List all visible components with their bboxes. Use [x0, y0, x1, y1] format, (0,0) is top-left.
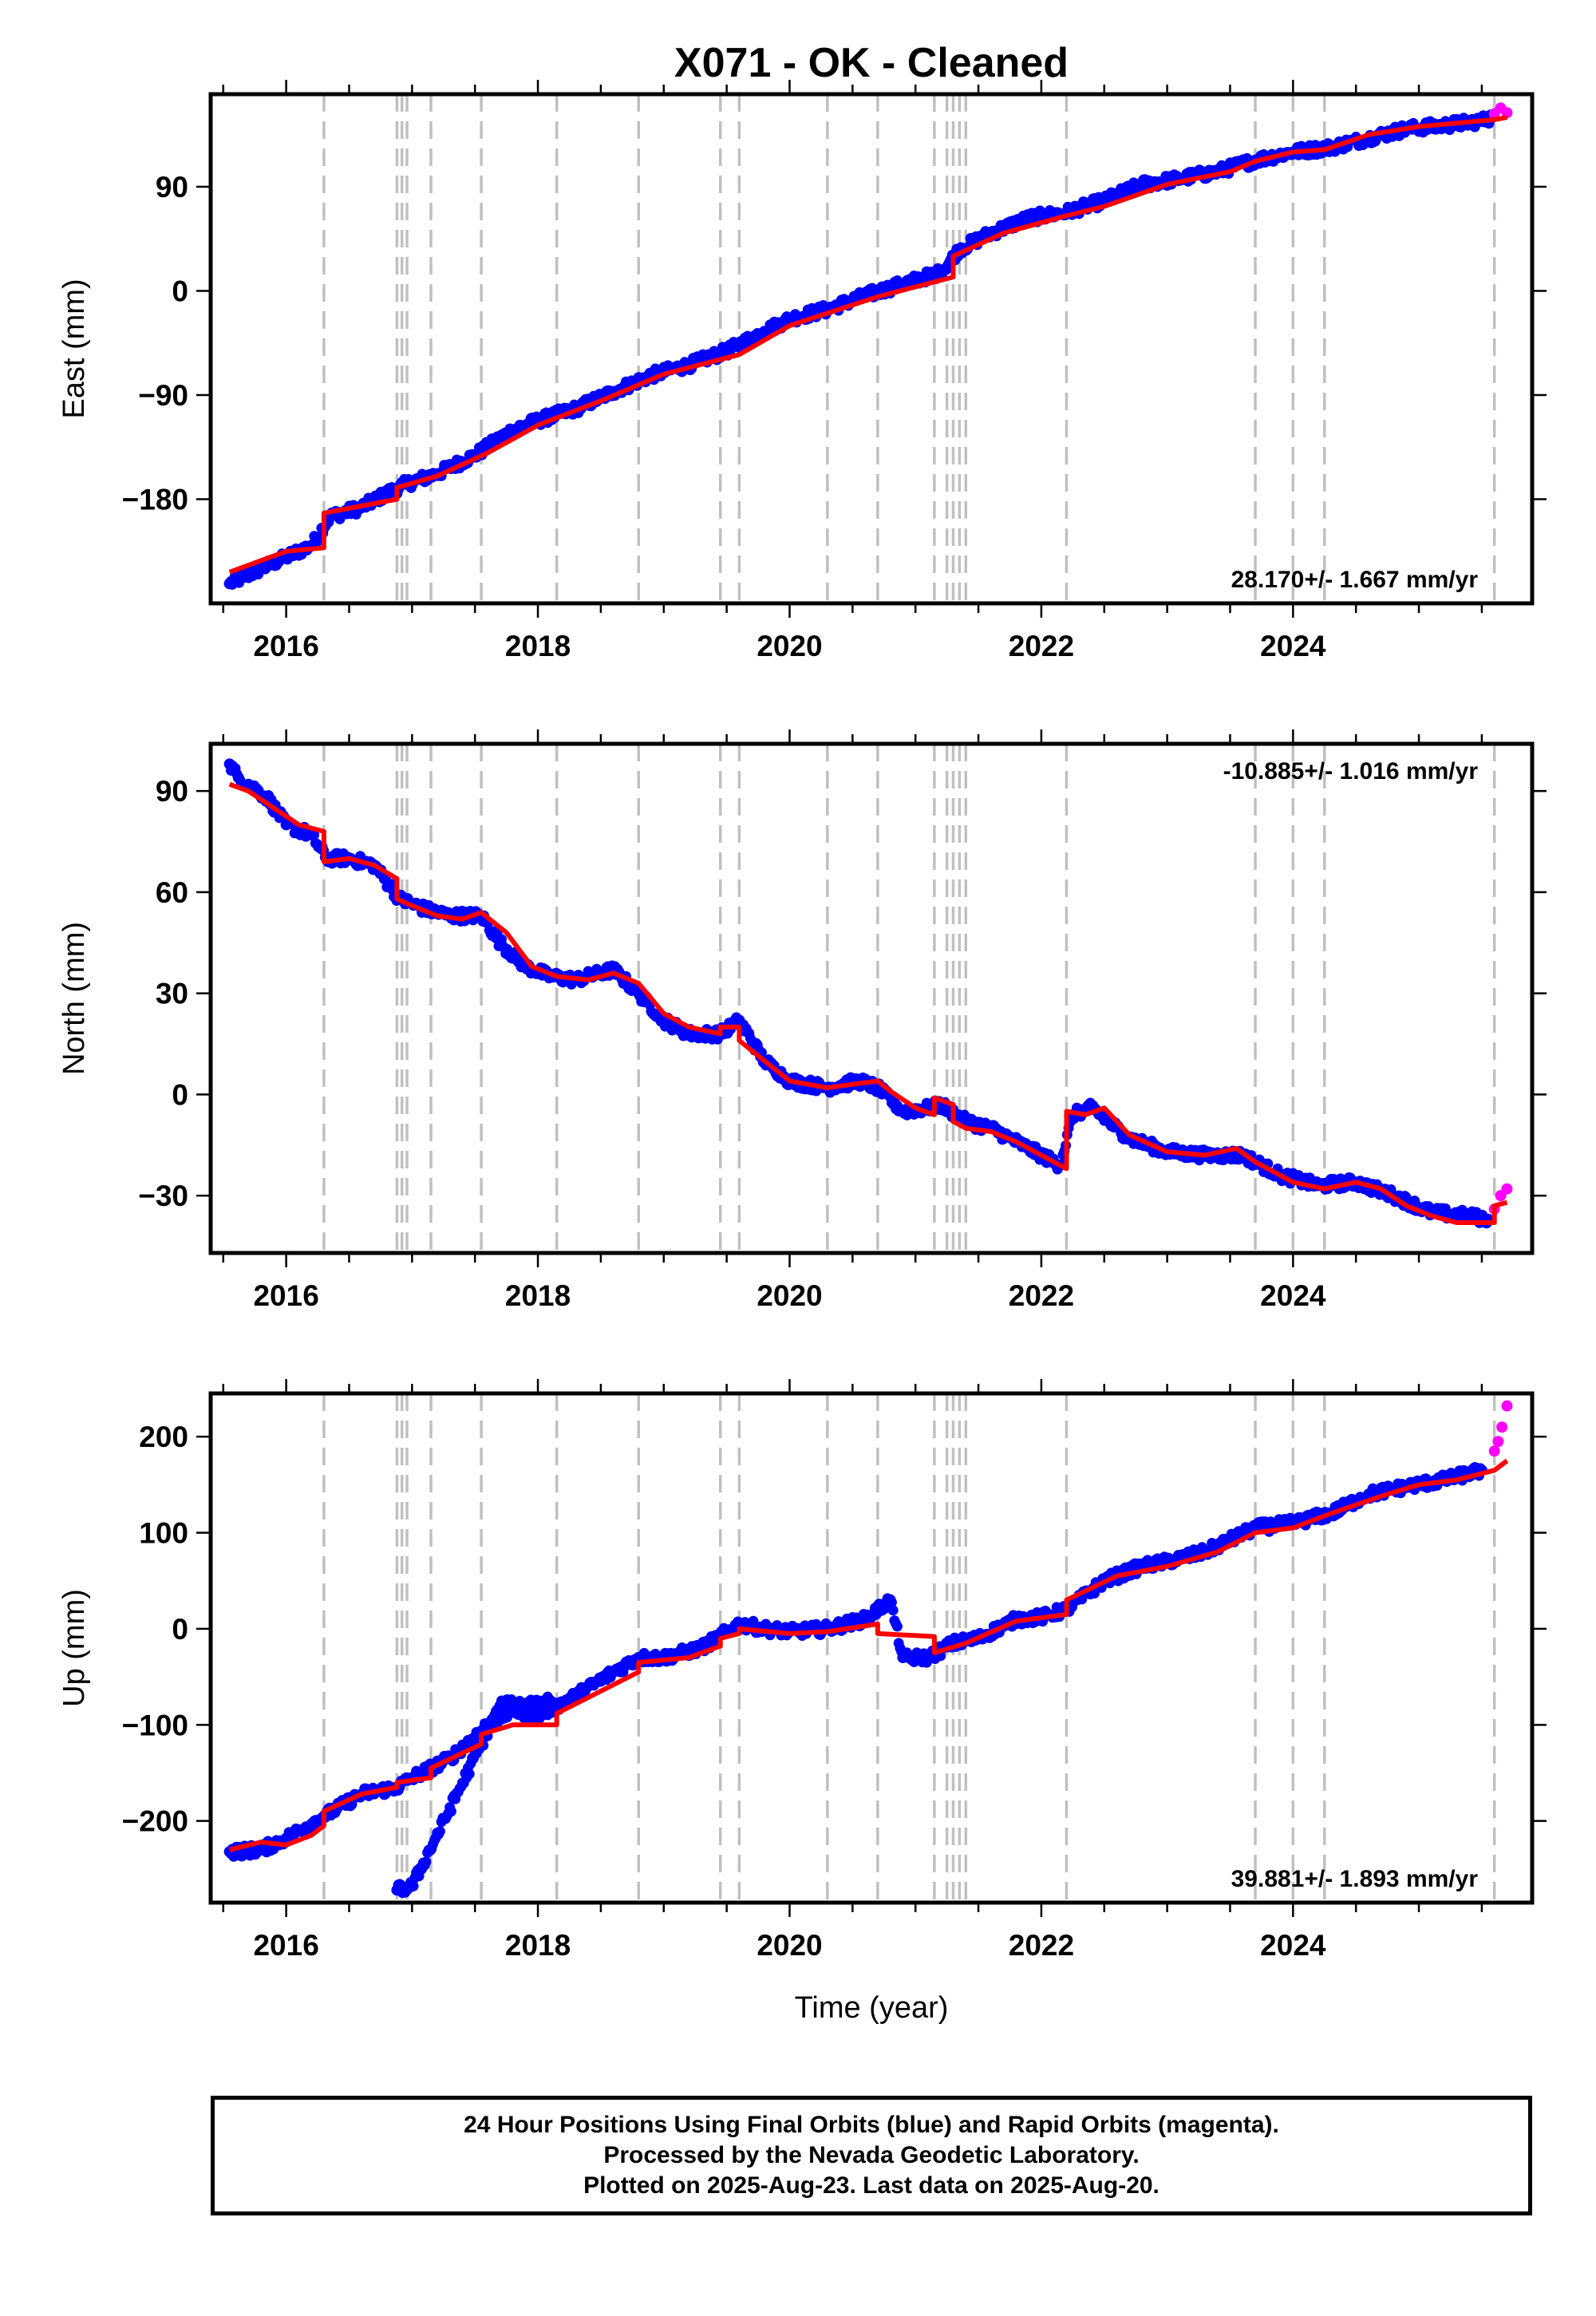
north-plot-frame [208, 741, 1535, 1255]
x-tick-label: 2016 [253, 630, 318, 662]
up-point [1492, 1436, 1504, 1448]
up-point [886, 1597, 897, 1608]
east-panel: 2016 2018 2020 2022 2024 −180 −90 0 90 East (mm) 2… [57, 80, 1547, 662]
y-tick-label: 60 [156, 876, 188, 909]
up-model-line [228, 1458, 1509, 1852]
x-tick-label: 2022 [1009, 1929, 1074, 1962]
y-tick-label: −90 [138, 379, 188, 412]
y-tick-label: −30 [138, 1180, 188, 1212]
y-tick-label: 200 [139, 1421, 188, 1453]
east-series-1 [1488, 102, 1513, 120]
up-point [891, 1621, 903, 1632]
up-point [1496, 1421, 1508, 1433]
x-tick-label: 2018 [505, 1929, 571, 1962]
y-tick-label: −200 [122, 1805, 188, 1838]
figure-title: X071 - OK - Cleaned [674, 40, 1069, 86]
east-rate-label: 28.170+/- 1.667 mm/yr [1231, 567, 1479, 593]
up-point [887, 1605, 899, 1616]
up-y-axis-label: Up (mm) [57, 1589, 91, 1707]
footer-line-2: Processed by the Nevada Geodetic Laborat… [603, 2142, 1140, 2168]
y-tick-label: 90 [156, 171, 188, 204]
x-tick-label: 2022 [1009, 630, 1074, 662]
panels-group: 2016 2018 2020 2022 2024 −180 −90 0 90 East (mm) 2… [57, 80, 1547, 1962]
y-tick-label: 0 [172, 275, 188, 308]
north-model-line [228, 781, 1508, 1225]
y-tick-label: 0 [172, 1613, 188, 1646]
x-tick-label: 2020 [757, 1929, 822, 1962]
y-tick-label: 30 [156, 978, 188, 1010]
x-tick-label: 2016 [253, 1929, 318, 1962]
x-tick-label: 2018 [505, 630, 571, 662]
x-tick-label: 2020 [757, 1279, 822, 1312]
up-point [543, 1695, 555, 1706]
up-point [1488, 1445, 1500, 1457]
x-tick-label: 2024 [1260, 1929, 1326, 1962]
up-point [445, 1806, 456, 1817]
x-tick-label: 2022 [1009, 1279, 1074, 1312]
up-point [421, 1856, 432, 1867]
up-point [434, 1826, 445, 1837]
x-tick-label: 2018 [505, 1279, 571, 1312]
north-point [309, 829, 320, 840]
y-tick-label: 90 [156, 775, 188, 808]
east-series-0 [223, 109, 1498, 590]
x-axis-label: Time (year) [795, 1991, 949, 2025]
east-model-line [228, 115, 1508, 575]
up-series-1 [1488, 1400, 1513, 1457]
y-tick-label: −180 [122, 484, 188, 516]
up-point [1501, 1400, 1513, 1412]
north-series-1 [1488, 1183, 1513, 1215]
x-tick-label: 2024 [1260, 630, 1326, 662]
y-tick-label: 0 [172, 1078, 188, 1111]
up-panel: 2016 2018 2020 2022 2024 −200 −100 0 100 200 Up (m… [57, 1379, 1547, 1962]
north-rate-label: -10.885+/- 1.016 mm/yr [1223, 758, 1479, 785]
north-y-axis-label: North (mm) [57, 922, 91, 1075]
east-y-axis-label: East (mm) [57, 279, 91, 418]
north-series-0 [223, 758, 1494, 1229]
footer-line-1: 24 Hour Positions Using Final Orbits (bl… [464, 2112, 1279, 2138]
y-tick-label: −100 [122, 1709, 188, 1741]
footer-caption-box: 24 Hour Positions Using Final Orbits (bl… [211, 2096, 1532, 2215]
x-tick-label: 2020 [757, 630, 822, 662]
up-rate-label: 39.881+/- 1.893 mm/yr [1231, 1866, 1479, 1892]
x-tick-label: 2024 [1260, 1279, 1326, 1312]
up-point [408, 1880, 419, 1891]
y-tick-label: 100 [139, 1517, 188, 1550]
east-plot-frame [208, 92, 1535, 606]
footer-line-3: Plotted on 2025-Aug-23. Last data on 202… [583, 2172, 1159, 2199]
up-point [464, 1769, 475, 1780]
x-tick-label: 2016 [253, 1279, 318, 1312]
north-point [1501, 1183, 1513, 1195]
north-panel: 2016 2018 2020 2022 2024 −30 0 30 60 90 North (mm)… [57, 729, 1547, 1312]
up-plot-frame [208, 1391, 1535, 1905]
up-point [1089, 1587, 1100, 1599]
